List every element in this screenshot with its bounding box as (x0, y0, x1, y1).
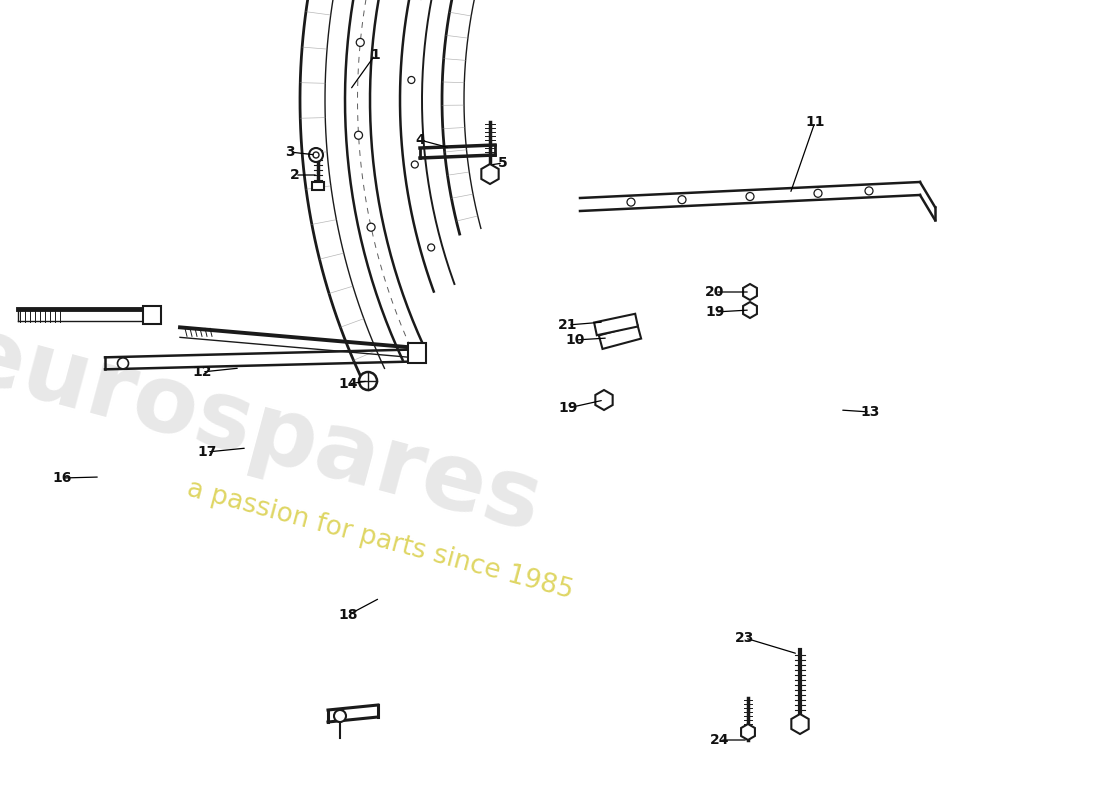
Text: 16: 16 (53, 471, 72, 485)
Circle shape (359, 372, 377, 390)
Text: 18: 18 (339, 608, 358, 622)
FancyBboxPatch shape (594, 314, 638, 335)
FancyBboxPatch shape (143, 306, 161, 324)
Text: eurospares: eurospares (0, 308, 550, 552)
Circle shape (411, 161, 418, 168)
Text: 21: 21 (558, 318, 578, 332)
Text: 12: 12 (192, 365, 211, 379)
Circle shape (408, 77, 415, 83)
Circle shape (118, 358, 129, 369)
Circle shape (678, 196, 686, 204)
Text: 24: 24 (711, 733, 729, 747)
Circle shape (367, 223, 375, 231)
Circle shape (627, 198, 635, 206)
FancyBboxPatch shape (408, 343, 427, 363)
Text: 14: 14 (339, 377, 358, 391)
Text: 2: 2 (290, 168, 300, 182)
Circle shape (334, 710, 346, 722)
Text: 1: 1 (370, 48, 379, 62)
Text: 11: 11 (805, 115, 825, 129)
Text: 19: 19 (705, 305, 725, 319)
Text: 23: 23 (735, 631, 755, 645)
Circle shape (746, 193, 754, 201)
Text: 13: 13 (860, 405, 880, 419)
Text: a passion for parts since 1985: a passion for parts since 1985 (184, 476, 576, 604)
Text: 17: 17 (197, 445, 217, 459)
Text: 5: 5 (498, 156, 508, 170)
Circle shape (354, 131, 363, 139)
Circle shape (814, 190, 822, 198)
Circle shape (428, 244, 435, 251)
Text: 19: 19 (559, 401, 578, 415)
Circle shape (356, 38, 364, 46)
Text: 20: 20 (705, 285, 725, 299)
Text: 4: 4 (415, 133, 425, 147)
Text: 3: 3 (285, 145, 295, 159)
Circle shape (314, 152, 319, 158)
Text: 10: 10 (565, 333, 585, 347)
FancyBboxPatch shape (598, 325, 641, 349)
Circle shape (865, 187, 873, 195)
Bar (312, 182, 324, 190)
Circle shape (309, 148, 323, 162)
